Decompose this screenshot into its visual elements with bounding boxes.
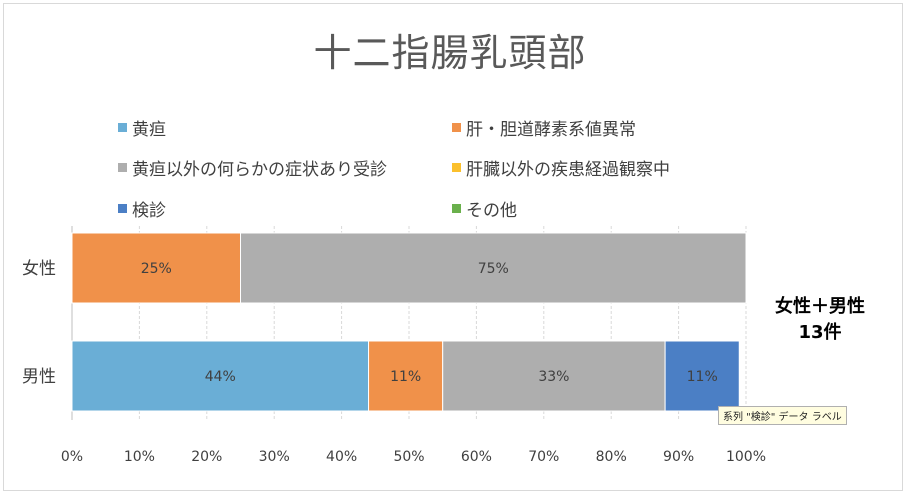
x-tick-label: 80%	[596, 449, 627, 465]
data-label: 25%	[141, 261, 172, 277]
data-label: 75%	[478, 261, 509, 277]
x-tick-label: 100%	[726, 449, 766, 465]
legend-swatch	[452, 163, 461, 172]
data-label-tooltip: 系列 "検診" データ ラベル	[718, 406, 847, 425]
legend-swatch	[452, 123, 461, 132]
data-label: 11%	[687, 369, 718, 385]
legend-label: 肝臓以外の疾患経過観察中	[466, 160, 670, 180]
bar-segment	[71, 232, 241, 304]
legend-label: 検診	[132, 201, 166, 221]
legend-item: 黄疸	[118, 115, 166, 140]
category-label: 男性	[22, 367, 56, 387]
chart-title: 十二指腸乳頭部	[313, 31, 587, 75]
bar-segment	[240, 232, 747, 304]
legend-swatch	[118, 123, 127, 132]
legend-label: 黄疸	[132, 120, 166, 140]
bar-segment	[71, 340, 370, 412]
x-tick-label: 60%	[461, 449, 492, 465]
legend-label: その他	[466, 201, 517, 221]
total-annotation-line1: 女性＋男性	[775, 296, 865, 317]
bar-segment	[664, 340, 740, 412]
x-tick-label: 70%	[528, 449, 559, 465]
x-tick-label: 90%	[663, 449, 694, 465]
data-label: 44%	[205, 369, 236, 385]
legend-swatch	[118, 163, 127, 172]
legend-item: 黄疸以外の何らかの症状あり受診	[118, 155, 387, 180]
data-label: 33%	[538, 369, 569, 385]
total-annotation: 女性＋男性 13件	[760, 294, 880, 346]
legend-swatch	[452, 204, 461, 213]
x-tick-label: 20%	[191, 449, 222, 465]
legend-label: 肝・胆道酵素系値異常	[466, 120, 636, 140]
x-tick-label: 0%	[61, 449, 83, 465]
legend-item: 肝臓以外の疾患経過観察中	[452, 155, 670, 180]
x-tick-label: 10%	[124, 449, 155, 465]
data-label: 11%	[390, 369, 421, 385]
legend-label: 黄疸以外の何らかの症状あり受診	[132, 160, 387, 180]
legend-item: 肝・胆道酵素系値異常	[452, 115, 636, 140]
legend-item: その他	[452, 196, 517, 221]
bar-segment	[442, 340, 666, 412]
total-annotation-line2: 13件	[798, 322, 842, 343]
legend-swatch	[118, 204, 127, 213]
x-tick-label: 40%	[326, 449, 357, 465]
x-tick-label: 30%	[259, 449, 290, 465]
x-tick-label: 50%	[393, 449, 424, 465]
category-label: 女性	[22, 259, 56, 279]
legend-item: 検診	[118, 196, 166, 221]
